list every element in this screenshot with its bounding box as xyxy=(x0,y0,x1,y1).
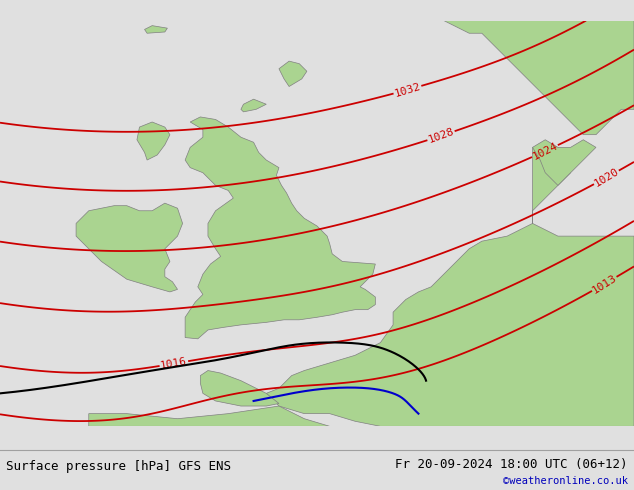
Polygon shape xyxy=(241,99,266,112)
Polygon shape xyxy=(266,147,634,426)
Text: 1032: 1032 xyxy=(393,81,422,98)
Polygon shape xyxy=(76,203,183,292)
Text: ©weatheronline.co.uk: ©weatheronline.co.uk xyxy=(503,476,628,486)
Polygon shape xyxy=(89,406,330,426)
Text: 1028: 1028 xyxy=(427,126,455,145)
Text: 1013: 1013 xyxy=(590,272,618,295)
Polygon shape xyxy=(279,61,307,87)
Polygon shape xyxy=(533,140,596,185)
Text: 1024: 1024 xyxy=(531,141,559,162)
Polygon shape xyxy=(200,370,279,406)
Polygon shape xyxy=(444,21,634,135)
Text: 1020: 1020 xyxy=(592,166,621,189)
Text: Fr 20-09-2024 18:00 UTC (06+12): Fr 20-09-2024 18:00 UTC (06+12) xyxy=(395,458,628,470)
Polygon shape xyxy=(137,122,170,160)
Polygon shape xyxy=(145,25,167,33)
Text: Surface pressure [hPa] GFS ENS: Surface pressure [hPa] GFS ENS xyxy=(6,460,231,473)
Text: 1016: 1016 xyxy=(160,356,188,371)
Polygon shape xyxy=(185,117,375,339)
